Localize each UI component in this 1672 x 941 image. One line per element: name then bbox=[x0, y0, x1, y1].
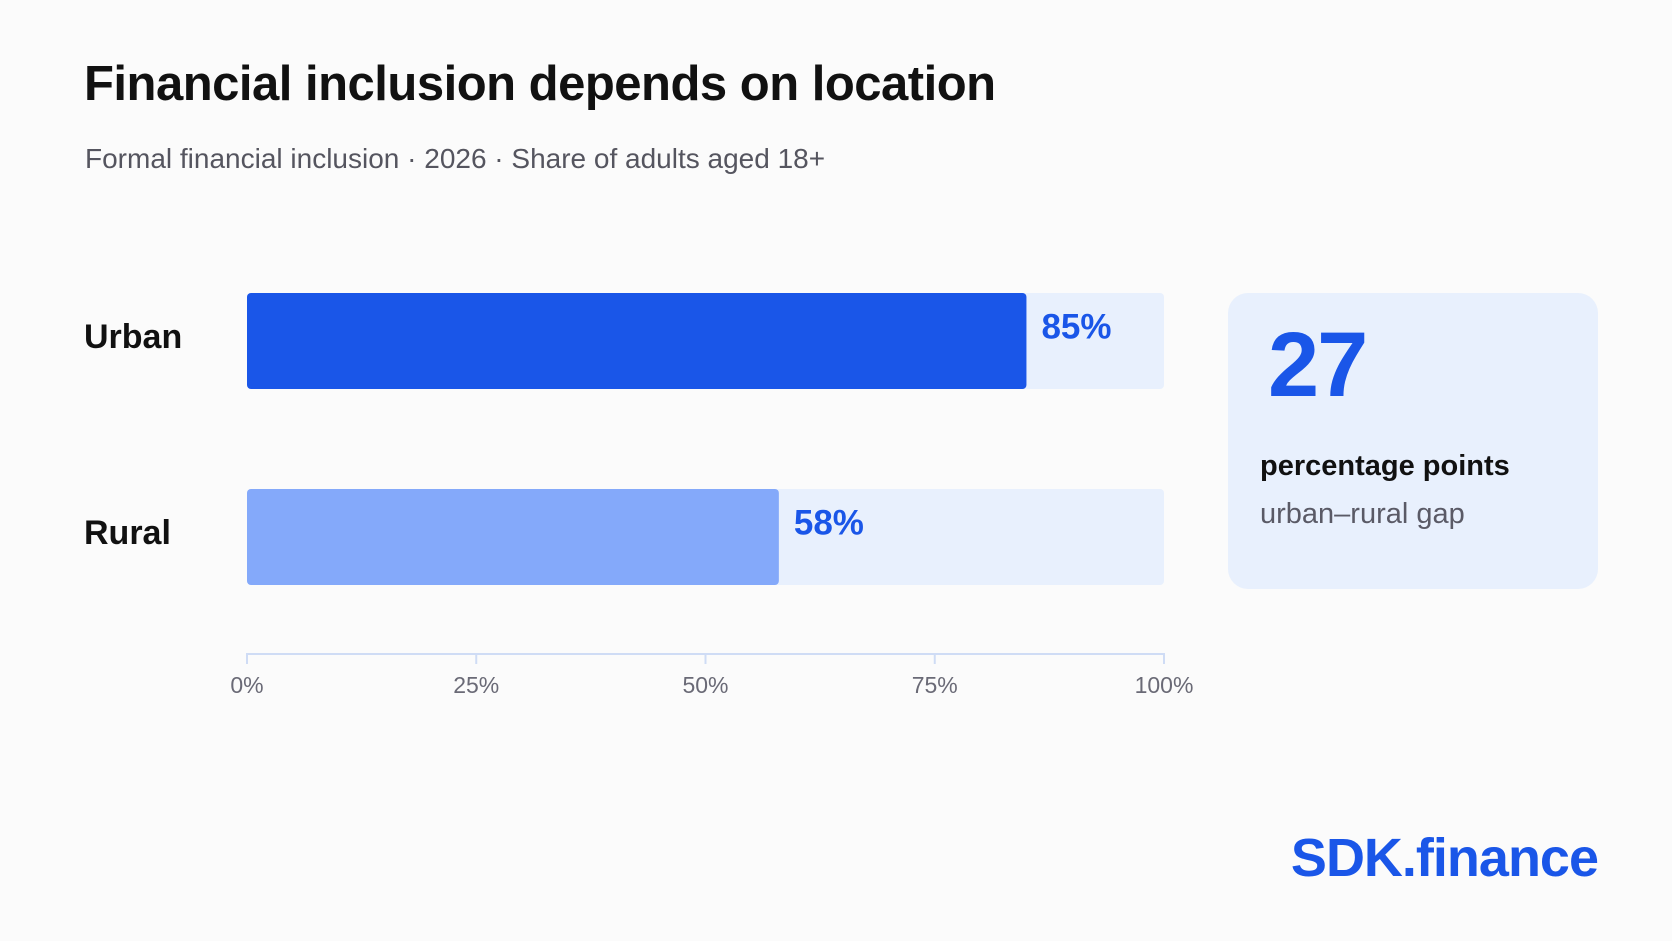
sdk-finance-logo: SDK.finance bbox=[1290, 828, 1599, 888]
value-label-urban: 85% bbox=[1041, 307, 1111, 346]
gap-description: urban–rural gap bbox=[1260, 498, 1465, 530]
x-tick-label-75: 75% bbox=[912, 672, 958, 698]
x-tick-label-50: 50% bbox=[682, 672, 728, 698]
x-tick-label-100: 100% bbox=[1135, 672, 1194, 698]
bar-rural bbox=[247, 489, 779, 585]
x-tick-label-25: 25% bbox=[453, 672, 499, 698]
bar-urban bbox=[247, 293, 1027, 389]
value-label-rural: 58% bbox=[794, 503, 864, 542]
chart-title: Financial inclusion depends on location bbox=[84, 57, 996, 111]
gap-unit-label: percentage points bbox=[1260, 450, 1510, 482]
category-label-urban: Urban bbox=[84, 318, 182, 356]
chart-subtitle: Formal financial inclusion · 2026 · Shar… bbox=[85, 143, 826, 174]
category-label-rural: Rural bbox=[84, 514, 171, 552]
x-tick-label-0: 0% bbox=[230, 672, 263, 698]
gap-summary-card: 27 percentage points urban–rural gap bbox=[1228, 293, 1598, 589]
gap-value: 27 bbox=[1268, 314, 1368, 416]
